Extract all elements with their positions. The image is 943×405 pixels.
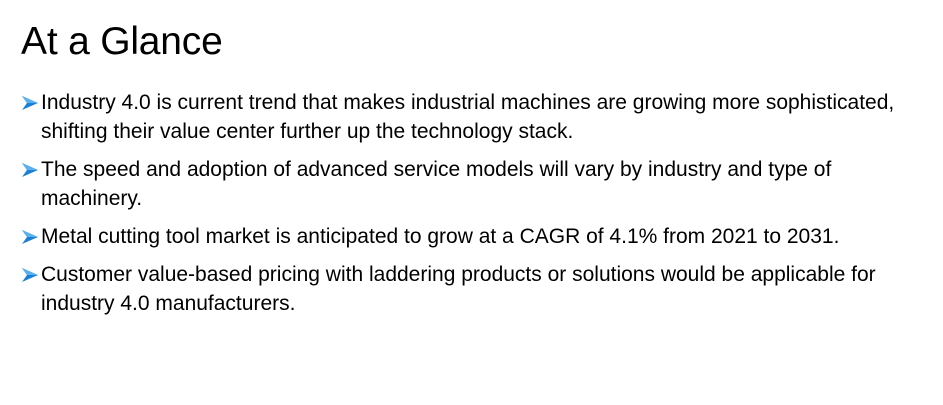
arrowhead-bullet-icon [22,230,38,244]
bullet-item: Customer value-based pricing with ladder… [20,260,935,318]
bullet-list: Industry 4.0 is current trend that makes… [20,88,935,318]
bullet-text: The speed and adoption of advanced servi… [41,158,832,210]
slide-title: At a Glance [21,20,223,63]
bullet-item: Industry 4.0 is current trend that makes… [20,88,935,146]
arrowhead-bullet-icon [22,163,38,177]
bullet-text: Metal cutting tool market is anticipated… [41,225,840,248]
bullet-item: Metal cutting tool market is anticipated… [20,222,935,251]
arrowhead-bullet-icon [22,96,38,110]
bullet-text: Industry 4.0 is current trend that makes… [41,91,895,143]
arrowhead-bullet-icon [22,268,38,282]
bullet-text: Customer value-based pricing with ladder… [41,263,876,315]
bullet-item: The speed and adoption of advanced servi… [20,155,935,213]
